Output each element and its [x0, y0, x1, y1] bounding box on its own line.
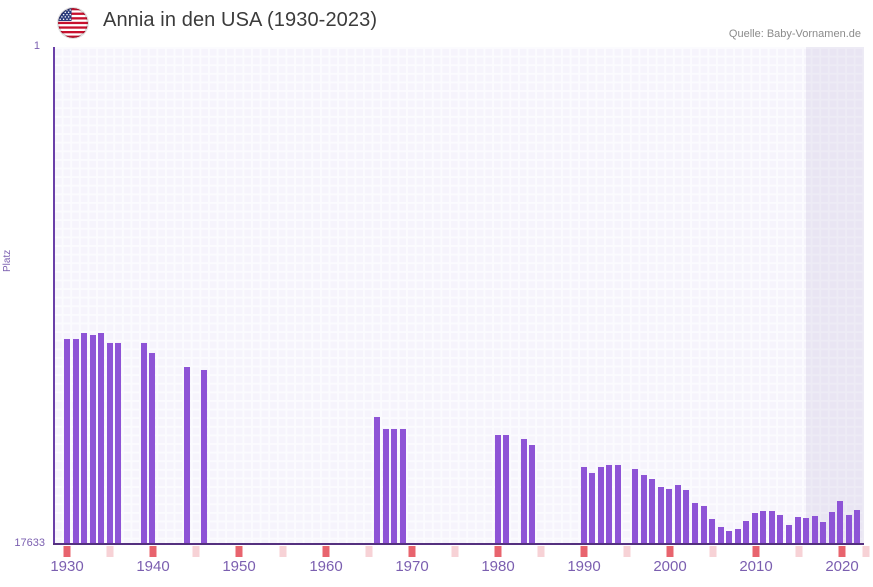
x-tick-mark-1970: [408, 546, 416, 557]
y-axis-top-tick-label: 1: [33, 40, 40, 52]
bar-1967[interactable]: [383, 429, 389, 545]
x-tick-mark-minor-11: [537, 546, 545, 557]
y-axis-line: [53, 47, 55, 545]
bar-1998[interactable]: [649, 479, 655, 545]
y-axis-title: Platz: [2, 249, 13, 272]
bar-1939[interactable]: [141, 343, 147, 545]
x-tick-mark-minor-7: [365, 546, 373, 557]
bar-2009[interactable]: [743, 521, 749, 545]
x-tick-label-2010: 2010: [739, 558, 773, 575]
bar-1930[interactable]: [64, 339, 70, 545]
bar-1983[interactable]: [521, 439, 527, 545]
x-tick-label-1960: 1960: [309, 558, 343, 575]
us-flag-icon: [58, 8, 88, 38]
x-tick-mark-minor-17: [795, 546, 803, 557]
bar-1999[interactable]: [658, 487, 664, 545]
bar-2013[interactable]: [777, 515, 783, 545]
bar-1992[interactable]: [598, 467, 604, 545]
bar-2003[interactable]: [692, 503, 698, 545]
bar-1934[interactable]: [98, 333, 104, 545]
bar-2018[interactable]: [820, 522, 826, 545]
x-tick-label-1990: 1990: [567, 558, 601, 575]
bar-2010[interactable]: [752, 513, 758, 545]
bar-1966[interactable]: [374, 417, 380, 545]
source-attribution: Quelle: Baby-Vornamen.de: [728, 28, 861, 40]
bar-1936[interactable]: [115, 343, 121, 545]
chart-plot-area: [53, 47, 864, 545]
bar-1935[interactable]: [107, 343, 113, 545]
bar-2005[interactable]: [709, 519, 715, 545]
chart-grid: [53, 47, 864, 545]
x-tick-mark-minor-5: [279, 546, 287, 557]
bar-1932[interactable]: [81, 333, 87, 545]
bar-2006[interactable]: [718, 527, 724, 545]
bar-1980[interactable]: [495, 435, 501, 545]
bar-2016[interactable]: [803, 518, 809, 545]
bar-2008[interactable]: [735, 529, 741, 545]
x-tick-label-1980: 1980: [481, 558, 515, 575]
bar-1944[interactable]: [184, 367, 190, 545]
x-tick-mark-2010: [752, 546, 760, 557]
x-tick-mark-2020: [838, 546, 846, 557]
y-axis-bottom-tick-label: 17633: [14, 537, 45, 549]
bar-1996[interactable]: [632, 469, 638, 545]
bar-1984[interactable]: [529, 445, 535, 545]
bar-1981[interactable]: [503, 435, 509, 545]
bar-1968[interactable]: [391, 429, 397, 545]
bar-1990[interactable]: [581, 467, 587, 545]
bar-1933[interactable]: [90, 335, 96, 545]
x-tick-mark-minor-19: [862, 546, 870, 557]
x-tick-mark-minor-3: [192, 546, 200, 557]
x-tick-mark-minor-13: [623, 546, 631, 557]
bar-2011[interactable]: [760, 511, 766, 545]
x-tick-mark-minor-1: [106, 546, 114, 557]
chart-header: Annia in den USA (1930-2023) Quelle: Bab…: [0, 0, 873, 47]
x-tick-mark-1960: [322, 546, 330, 557]
x-tick-mark-1990: [580, 546, 588, 557]
x-tick-mark-2000: [666, 546, 674, 557]
x-tick-mark-1940: [149, 546, 157, 557]
x-tick-mark-minor-9: [451, 546, 459, 557]
bar-2015[interactable]: [795, 517, 801, 545]
page-title: Annia in den USA (1930-2023): [103, 9, 378, 31]
bar-2012[interactable]: [769, 511, 775, 545]
bar-2002[interactable]: [683, 490, 689, 545]
bar-1994[interactable]: [615, 465, 621, 545]
bar-1931[interactable]: [73, 339, 79, 545]
bar-2019[interactable]: [829, 512, 835, 545]
x-tick-label-1940: 1940: [136, 558, 170, 575]
bar-1997[interactable]: [641, 475, 647, 545]
x-axis-line: [53, 543, 864, 545]
bar-2007[interactable]: [726, 531, 732, 545]
bar-2021[interactable]: [846, 515, 852, 545]
x-tick-label-2000: 2000: [653, 558, 687, 575]
x-tick-mark-1950: [235, 546, 243, 557]
x-tick-label-1930: 1930: [50, 558, 84, 575]
bar-1991[interactable]: [589, 473, 595, 545]
bar-2004[interactable]: [701, 506, 707, 545]
x-tick-label-1970: 1970: [395, 558, 429, 575]
x-tick-label-1950: 1950: [222, 558, 256, 575]
bar-2014[interactable]: [786, 525, 792, 545]
x-tick-mark-minor-15: [709, 546, 717, 557]
bar-1940[interactable]: [149, 353, 155, 545]
bar-1993[interactable]: [606, 465, 612, 545]
x-tick-label-2020: 2020: [825, 558, 859, 575]
bar-1969[interactable]: [400, 429, 406, 545]
bar-2000[interactable]: [666, 489, 672, 545]
bar-1946[interactable]: [201, 370, 207, 545]
bar-2020[interactable]: [837, 501, 843, 545]
bar-2017[interactable]: [812, 516, 818, 545]
bar-2022[interactable]: [854, 510, 860, 545]
bar-2001[interactable]: [675, 485, 681, 545]
x-tick-mark-1980: [494, 546, 502, 557]
x-tick-mark-1930: [63, 546, 71, 557]
